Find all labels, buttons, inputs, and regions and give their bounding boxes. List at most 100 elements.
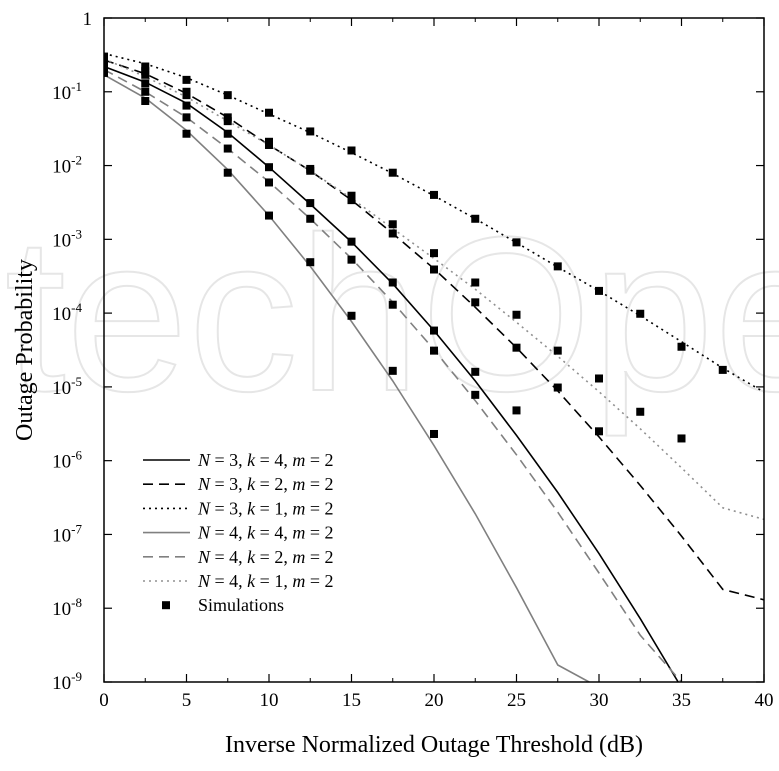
simulation-point [512, 406, 521, 415]
simulation-point [430, 190, 438, 199]
x-tick-label: 5 [182, 690, 192, 711]
simulation-point [388, 278, 397, 287]
y-axis-ticks: 1 10-1 10-2 10-3 10-4 10-5 10-6 10-7 10-8 10-9 [52, 9, 764, 694]
simulation-point [718, 365, 727, 374]
legend-swatch-simulations [162, 601, 170, 610]
simulation-point [512, 238, 521, 247]
x-tick-label: 10 [260, 690, 279, 711]
simulation-point [223, 117, 232, 126]
simulation-point [595, 286, 603, 295]
simulation-point [223, 168, 232, 177]
simulation-point [677, 342, 686, 351]
simulation-point [223, 91, 232, 100]
x-axis-ticks: 0 5 10 15 20 25 30 35 40 [99, 18, 774, 711]
simulation-point [430, 326, 438, 335]
y-tick-label: 10-3 [52, 226, 82, 251]
simulation-point [182, 87, 191, 96]
simulation-point [595, 427, 603, 436]
simulation-point [265, 211, 273, 220]
simulation-point [141, 67, 150, 76]
series-line-6 [104, 58, 764, 521]
legend-label-4: N = 4, k = 4, m = 2 [197, 523, 333, 543]
simulation-point [141, 62, 150, 71]
simulation-point [223, 129, 232, 138]
simulation-point [141, 79, 150, 88]
y-tick-label: 10-7 [52, 521, 82, 546]
simulation-point [265, 108, 273, 117]
simulation-point [265, 163, 273, 172]
simulation-point [388, 220, 397, 229]
y-tick-label: 10-6 [52, 448, 82, 473]
simulation-point [347, 196, 356, 205]
simulation-point [471, 278, 480, 287]
simulation-point [306, 166, 315, 175]
simulation-point [595, 374, 603, 383]
simulation-point [677, 434, 686, 443]
simulation-point [306, 199, 315, 208]
simulation-point [347, 255, 356, 264]
y-tick-label: 10-4 [52, 300, 82, 325]
y-tick-label: 10-5 [52, 374, 82, 399]
simulation-point [471, 390, 480, 399]
y-tick-label: 1 [83, 9, 93, 30]
legend-label-6: N = 4, k = 1, m = 2 [197, 571, 333, 591]
simulation-point [430, 265, 438, 274]
simulation-point [471, 367, 480, 376]
simulation-point [388, 229, 397, 238]
legend-label-simulations: Simulations [198, 595, 284, 615]
simulation-point [512, 343, 521, 352]
simulation-point [388, 168, 397, 177]
x-tick-label: 25 [507, 690, 526, 711]
simulation-point [141, 96, 150, 105]
simulation-point [430, 249, 438, 258]
simulation-point [636, 407, 645, 416]
simulation-point [306, 127, 315, 136]
simulation-point [471, 214, 480, 223]
simulation-point [553, 262, 562, 271]
y-axis-title: Outage Probability [12, 259, 38, 441]
legend: N = 3, k = 4, m = 2 N = 3, k = 2, m = 2 N … [143, 450, 333, 615]
x-tick-label: 15 [342, 690, 361, 711]
simulation-point [553, 383, 562, 392]
simulation-point [430, 346, 438, 355]
simulation-point [347, 191, 356, 200]
simulation-point [182, 113, 191, 122]
y-tick-label: 10-9 [52, 669, 82, 694]
simulation-point [388, 300, 397, 309]
simulation-point [306, 214, 315, 223]
simulation-point [265, 140, 273, 149]
simulation-point [265, 178, 273, 187]
series-line-1 [104, 65, 680, 682]
simulation-point [388, 366, 397, 375]
x-tick-label: 20 [425, 690, 444, 711]
simulation-point [182, 75, 191, 84]
simulation-point [347, 237, 356, 246]
x-tick-label: 0 [99, 690, 109, 711]
legend-label-2: N = 3, k = 2, m = 2 [197, 474, 333, 494]
y-tick-label: 10-2 [52, 153, 82, 178]
legend-label-1: N = 3, k = 4, m = 2 [197, 450, 333, 470]
legend-label-5: N = 4, k = 2, m = 2 [197, 547, 333, 567]
x-tick-label: 30 [590, 690, 609, 711]
y-tick-label: 10-1 [52, 79, 82, 104]
simulation-point [347, 146, 356, 155]
simulation-point [347, 311, 356, 320]
simulation-point [306, 258, 315, 267]
simulation-point [104, 55, 108, 64]
simulation-point [430, 429, 438, 438]
simulation-point [223, 144, 232, 153]
x-tick-label: 40 [755, 690, 774, 711]
simulation-point [512, 310, 521, 319]
x-tick-label: 35 [672, 690, 691, 711]
legend-label-3: N = 3, k = 1, m = 2 [197, 498, 333, 518]
simulation-point [553, 346, 562, 355]
simulation-point [182, 129, 191, 138]
y-tick-label: 10-8 [52, 595, 82, 620]
simulation-point [182, 101, 191, 110]
simulation-point [636, 309, 645, 318]
x-axis-title: Inverse Normalized Outage Threshold (dB) [225, 732, 643, 758]
simulation-point [141, 87, 150, 96]
simulation-point [471, 298, 480, 307]
simulation-point [104, 68, 108, 77]
